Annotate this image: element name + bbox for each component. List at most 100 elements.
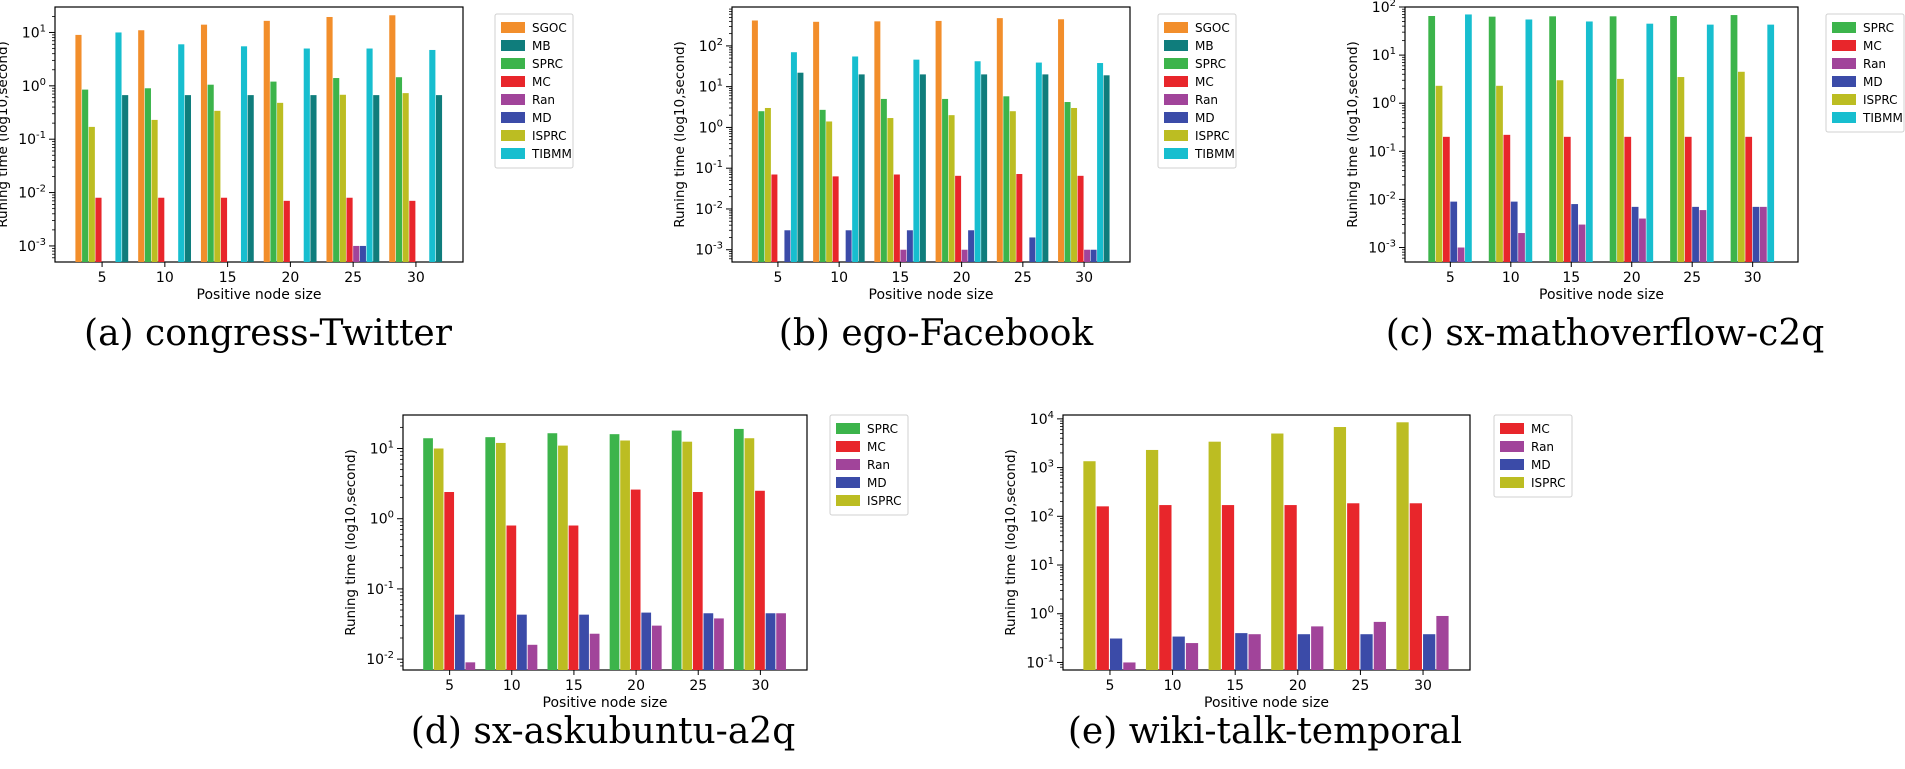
legend-label-mb: MB: [532, 39, 551, 53]
legend-swatch-md: [1164, 112, 1188, 123]
y-tick-label: 10-1: [695, 159, 723, 177]
bar-mc-20: [283, 200, 290, 262]
legend-box: [1493, 414, 1573, 498]
x-axis-label: Positive node size: [1204, 695, 1329, 711]
legend-label-md: MD: [1195, 111, 1215, 125]
bar-tibmm-5: [1465, 14, 1472, 262]
bar-ran-5: [1123, 662, 1136, 670]
legend-label-sgoc: SGOC: [532, 21, 567, 35]
legend-label-mc: MC: [1531, 422, 1550, 436]
bar-md-20: [1631, 206, 1639, 262]
x-tick-label: 20: [281, 270, 299, 286]
bar-sprc-25: [333, 78, 340, 262]
bar-mb-15: [247, 95, 254, 262]
legend-swatch-sprc: [1832, 22, 1856, 33]
bar-isprc-15: [214, 110, 221, 262]
panel-caption: (a) congress-Twitter: [84, 313, 453, 354]
x-tick-label: 15: [219, 270, 237, 286]
plot-frame: [54, 6, 464, 263]
bar-md-5: [1450, 201, 1458, 262]
bar-mc-5: [444, 492, 455, 670]
legend-swatch-mb: [1164, 40, 1188, 51]
bar-mb-10: [184, 95, 191, 262]
legend-label-sgoc: SGOC: [1195, 21, 1230, 35]
bar-ran-20: [1639, 218, 1646, 262]
x-tick-label: 10: [830, 270, 848, 286]
bar-isprc-30: [402, 93, 409, 263]
bar-ran-15: [1248, 634, 1261, 670]
x-tick-label: 5: [98, 270, 107, 286]
bar-md-10: [845, 230, 852, 262]
x-tick-label: 25: [1683, 270, 1701, 286]
y-tick-label: 100: [370, 510, 394, 528]
bar-md-10: [1510, 201, 1518, 262]
bar-mc-25: [692, 492, 703, 670]
x-axis-label: Positive node size: [197, 287, 322, 303]
bar-sgoc-25: [326, 16, 333, 263]
bar-sgoc-15: [874, 21, 881, 263]
bar-tibmm-5: [115, 32, 122, 263]
bar-mc-20: [1284, 505, 1297, 670]
bar-mc-20: [630, 489, 641, 670]
y-tick-label: 10-3: [18, 237, 46, 255]
bar-sprc-25: [671, 430, 682, 670]
bar-sprc-5: [758, 111, 765, 262]
legend-label-sprc: SPRC: [1863, 21, 1894, 35]
bar-mc-30: [755, 490, 765, 670]
legend-label-isprc: ISPRC: [1863, 93, 1898, 107]
bar-isprc-25: [1333, 427, 1347, 670]
bar-tibmm-30: [1767, 24, 1775, 263]
legend-swatch-ran: [836, 459, 860, 470]
bar-md-20: [1297, 634, 1311, 670]
bar-mc-15: [220, 197, 228, 262]
bar-isprc-30: [1396, 422, 1409, 670]
bar-tibmm-10: [1525, 19, 1533, 262]
bar-isprc-15: [558, 445, 568, 670]
x-tick-label: 10: [156, 270, 174, 286]
bar-mb-25: [373, 95, 380, 262]
bar-sgoc-15: [200, 24, 208, 263]
bar-sprc-20: [942, 98, 949, 262]
y-tick-label: 10-3: [1368, 239, 1396, 257]
legend-swatch-md: [501, 112, 525, 123]
bar-sprc-30: [1064, 102, 1071, 263]
x-tick-label: 15: [565, 678, 583, 694]
bar-isprc-30: [744, 438, 755, 670]
bar-mb-15: [919, 74, 926, 262]
bar-md-20: [968, 230, 975, 262]
legend-box: [1157, 13, 1237, 169]
y-tick-label: 10-2: [366, 650, 394, 668]
bar-isprc-10: [1145, 449, 1159, 670]
bar-isprc-25: [1009, 111, 1016, 262]
x-tick-label: 20: [1623, 270, 1641, 286]
x-tick-label: 30: [1744, 270, 1762, 286]
bar-mc-10: [506, 525, 517, 670]
legend: SGOC MB SPRC MC Ran MD ISPRC TIBMM: [494, 13, 574, 169]
legend-label-md: MD: [1863, 75, 1883, 89]
bar-ran-10: [1518, 233, 1525, 262]
bar-mc-5: [1443, 136, 1450, 262]
bar-md-10: [1172, 636, 1185, 670]
x-tick-label: 20: [953, 270, 971, 286]
bar-isprc-5: [764, 107, 771, 263]
plot-frame: [731, 6, 1131, 263]
y-axis-label: Runing time (log10,second): [1345, 41, 1361, 228]
legend-label-mc: MC: [867, 440, 886, 454]
bar-ran-20: [961, 249, 968, 262]
x-tick-label: 10: [1164, 678, 1182, 694]
y-axis-label: Runing time (log10,second): [0, 41, 11, 228]
legend-swatch-tibmm: [501, 148, 525, 159]
bar-sprc-5: [1428, 15, 1436, 263]
legend-swatch-ran: [1500, 441, 1524, 452]
bar-isprc-15: [887, 118, 894, 262]
bar-mb-25: [1042, 74, 1049, 262]
y-tick-label: 101: [22, 23, 46, 41]
legend-label-ran: Ran: [1195, 93, 1218, 107]
bar-sprc-30: [733, 428, 744, 670]
legend-label-tibmm: TIBMM: [531, 147, 572, 161]
legend-swatch-isprc: [501, 130, 525, 141]
legend-swatch-mc: [1164, 76, 1188, 87]
y-tick-label: 10-1: [366, 580, 394, 598]
bar-md-30: [1423, 634, 1436, 670]
